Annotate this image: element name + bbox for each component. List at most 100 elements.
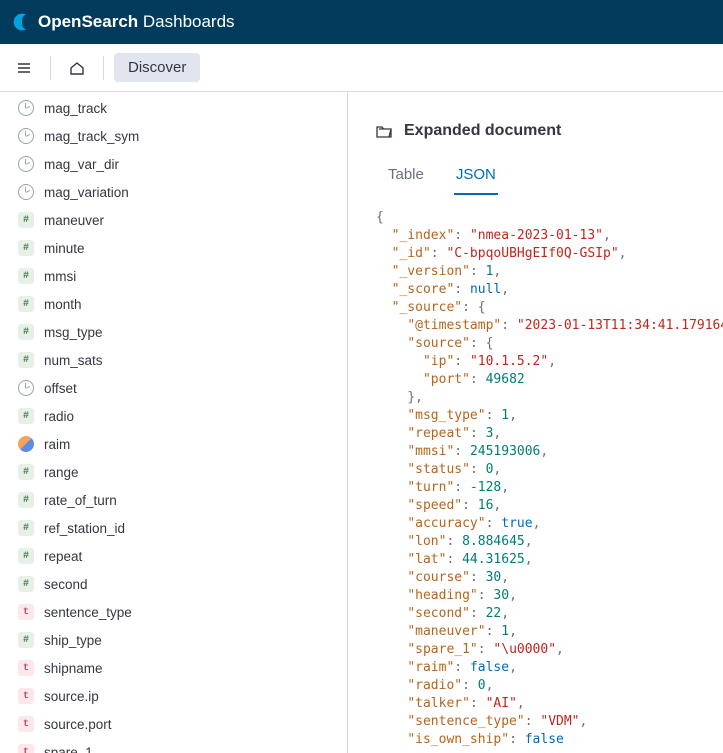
field-item[interactable]: t source.port [18, 710, 347, 738]
breadcrumb-discover[interactable]: Discover [114, 53, 200, 82]
folder-open-icon [376, 124, 392, 138]
field-item[interactable]: #msg_type [18, 318, 347, 346]
field-label: repeat [44, 549, 82, 564]
field-type-text-icon: t [18, 716, 34, 732]
json-line: "ip": "10.1.5.2", [376, 353, 709, 371]
json-line: { [376, 209, 709, 227]
field-type-clock-icon [18, 184, 34, 200]
opensearch-icon [12, 12, 32, 32]
field-label: range [44, 465, 79, 480]
field-label: rate_of_turn [44, 493, 117, 508]
field-item[interactable]: raim [18, 430, 347, 458]
field-type-clock-icon [18, 380, 34, 396]
home-button[interactable] [61, 52, 93, 84]
json-line: "status": 0, [376, 461, 709, 479]
field-item[interactable]: mag_track [18, 94, 347, 122]
tab-table[interactable]: Table [386, 158, 426, 195]
field-item[interactable]: # rate_of_turn [18, 486, 347, 514]
document-header: Expanded document [376, 122, 709, 140]
field-type-num-icon: # [18, 240, 34, 256]
field-item[interactable]: mag_var_dir [18, 150, 347, 178]
field-type-num-icon: # [18, 212, 34, 228]
field-type-text-icon: t [18, 688, 34, 704]
doc-tabs: Table JSON [376, 158, 709, 195]
tab-json[interactable]: JSON [454, 158, 498, 195]
json-line: "accuracy": true, [376, 515, 709, 533]
json-line: "turn": -128, [376, 479, 709, 497]
field-label: raim [44, 437, 70, 452]
json-line: "talker": "AI", [376, 695, 709, 713]
field-item[interactable]: # second [18, 570, 347, 598]
field-item[interactable]: #month [18, 290, 347, 318]
field-type-num-icon: # [18, 268, 34, 284]
field-label: offset [44, 381, 77, 396]
json-line: "_score": null, [376, 281, 709, 299]
json-line: "_index": "nmea-2023-01-13", [376, 227, 709, 245]
brand-logo[interactable]: OpenSearch Dashboards [12, 12, 235, 32]
field-item[interactable]: #maneuver [18, 206, 347, 234]
json-line: "heading": 30, [376, 587, 709, 605]
field-label: minute [44, 241, 85, 256]
brand-text: OpenSearch Dashboards [38, 12, 235, 32]
field-item[interactable]: offset [18, 374, 347, 402]
field-type-num-icon: # [18, 464, 34, 480]
json-line: "source": { [376, 335, 709, 353]
field-item[interactable]: # minute [18, 234, 347, 262]
field-item[interactable]: mag_track_sym [18, 122, 347, 150]
field-item[interactable]: t source.ip [18, 682, 347, 710]
field-type-num-icon: # [18, 632, 34, 648]
brand-bar: OpenSearch Dashboards [0, 0, 723, 44]
field-type-num-icon: # [18, 576, 34, 592]
field-label: mag_var_dir [44, 157, 119, 172]
json-line: "spare_1": "\u0000", [376, 641, 709, 659]
field-type-num-icon: # [18, 492, 34, 508]
json-line: "radio": 0, [376, 677, 709, 695]
field-label: source.port [44, 717, 112, 732]
field-type-num-icon: # [18, 324, 34, 340]
field-item[interactable]: mag_variation [18, 178, 347, 206]
json-line: "lat": 44.31625, [376, 551, 709, 569]
field-item[interactable]: tspare_1 [18, 738, 347, 753]
field-type-num-icon: # [18, 296, 34, 312]
json-line: "_source": { [376, 299, 709, 317]
json-line: }, [376, 389, 709, 407]
json-view[interactable]: { "_index": "nmea-2023-01-13", "_id": "C… [376, 209, 709, 749]
field-item[interactable]: # repeat [18, 542, 347, 570]
field-type-text-icon: t [18, 604, 34, 620]
json-line: "course": 30, [376, 569, 709, 587]
field-item[interactable]: # range [18, 458, 347, 486]
json-line: "_id": "C-bpqoUBHgEIf0Q-GSIp", [376, 245, 709, 263]
json-line: "second": 22, [376, 605, 709, 623]
field-item[interactable]: # ship_type [18, 626, 347, 654]
json-line: "lon": 8.884645, [376, 533, 709, 551]
field-label: spare_1 [44, 745, 93, 753]
field-label: shipname [44, 661, 103, 676]
field-label: second [44, 577, 88, 592]
field-type-num-icon: # [18, 520, 34, 536]
field-type-num-icon: # [18, 352, 34, 368]
field-label: radio [44, 409, 74, 424]
field-label: mag_track [44, 101, 107, 116]
field-item[interactable]: # mmsi [18, 262, 347, 290]
menu-button[interactable] [8, 52, 40, 84]
field-type-clock-icon [18, 156, 34, 172]
nav-divider [103, 56, 104, 80]
field-type-num-icon: # [18, 548, 34, 564]
field-item[interactable]: t sentence_type [18, 598, 347, 626]
field-type-clock-icon [18, 128, 34, 144]
json-line: "is_own_ship": false [376, 731, 709, 749]
field-type-text-icon: t [18, 660, 34, 676]
json-line: "maneuver": 1, [376, 623, 709, 641]
field-item[interactable]: #ref_station_id [18, 514, 347, 542]
field-item[interactable]: t shipname [18, 654, 347, 682]
field-label: ship_type [44, 633, 102, 648]
field-label: source.ip [44, 689, 99, 704]
field-label: mag_track_sym [44, 129, 139, 144]
json-line: "msg_type": 1, [376, 407, 709, 425]
field-label: mmsi [44, 269, 76, 284]
field-type-clock-icon [18, 100, 34, 116]
field-item[interactable]: #num_sats [18, 346, 347, 374]
field-item[interactable]: #radio [18, 402, 347, 430]
field-label: sentence_type [44, 605, 132, 620]
hamburger-icon [16, 60, 32, 76]
